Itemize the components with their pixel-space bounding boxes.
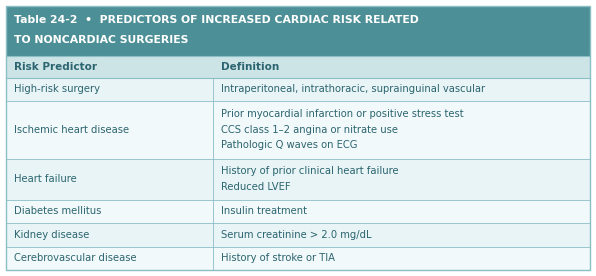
Text: Prior myocardial infarction or positive stress test: Prior myocardial infarction or positive … bbox=[221, 109, 464, 119]
Text: TO NONCARDIAC SURGERIES: TO NONCARDIAC SURGERIES bbox=[14, 36, 188, 46]
Bar bbox=[6, 78, 590, 101]
Text: Serum creatinine > 2.0 mg/dL: Serum creatinine > 2.0 mg/dL bbox=[221, 230, 372, 240]
Bar bbox=[6, 223, 590, 246]
Text: Pathologic Q waves on ECG: Pathologic Q waves on ECG bbox=[221, 140, 358, 150]
Text: CCS class 1–2 angina or nitrate use: CCS class 1–2 angina or nitrate use bbox=[221, 125, 398, 135]
Text: Kidney disease: Kidney disease bbox=[14, 230, 89, 240]
Text: History of prior clinical heart failure: History of prior clinical heart failure bbox=[221, 166, 399, 176]
Bar bbox=[6, 246, 590, 270]
Text: High-risk surgery: High-risk surgery bbox=[14, 84, 100, 94]
Bar bbox=[6, 159, 590, 200]
Text: Diabetes mellitus: Diabetes mellitus bbox=[14, 206, 101, 216]
Text: Insulin treatment: Insulin treatment bbox=[221, 206, 308, 216]
Text: Heart failure: Heart failure bbox=[14, 174, 77, 184]
Text: Table 24-2  •  PREDICTORS OF INCREASED CARDIAC RISK RELATED: Table 24-2 • PREDICTORS OF INCREASED CAR… bbox=[14, 15, 419, 25]
Text: Risk Predictor: Risk Predictor bbox=[14, 62, 97, 72]
Text: Cerebrovascular disease: Cerebrovascular disease bbox=[14, 253, 136, 263]
Text: Reduced LVEF: Reduced LVEF bbox=[221, 182, 291, 192]
Text: Intraperitoneal, intrathoracic, suprainguinal vascular: Intraperitoneal, intrathoracic, supraing… bbox=[221, 84, 486, 94]
Text: Definition: Definition bbox=[221, 62, 280, 72]
Bar bbox=[6, 56, 590, 78]
Text: Ischemic heart disease: Ischemic heart disease bbox=[14, 125, 129, 135]
Bar bbox=[6, 6, 590, 56]
Bar bbox=[6, 101, 590, 159]
Text: History of stroke or TIA: History of stroke or TIA bbox=[221, 253, 336, 263]
Bar bbox=[6, 200, 590, 223]
